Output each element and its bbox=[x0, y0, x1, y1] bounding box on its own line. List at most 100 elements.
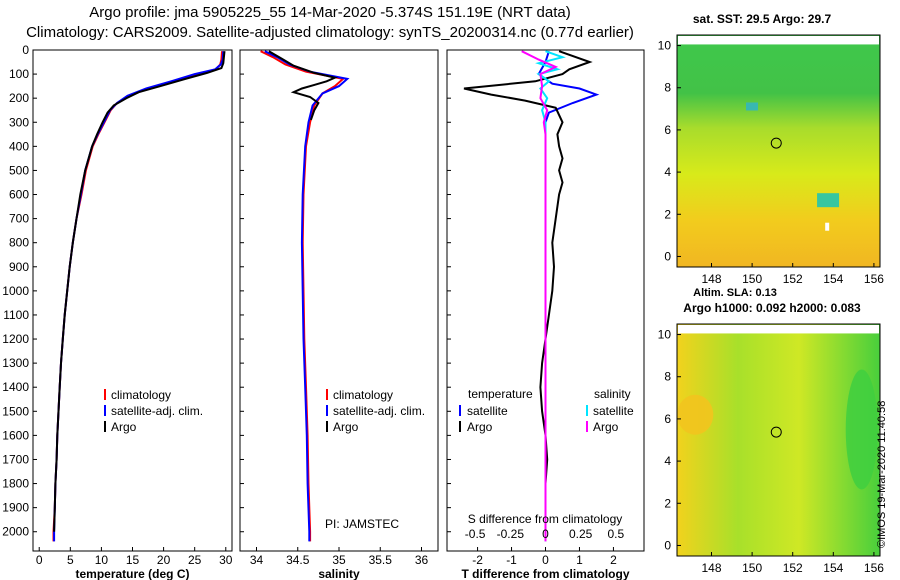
sla-map-xtick-label: 150 bbox=[742, 561, 762, 575]
sst-map-frame bbox=[676, 34, 881, 268]
difference-series-s-argo bbox=[521, 50, 559, 542]
temperature-series-climatology bbox=[52, 51, 223, 542]
temperature-xtick-label: 30 bbox=[219, 553, 233, 567]
sst-map-nodata-band bbox=[678, 36, 879, 45]
diff-legend-t-label: satellite bbox=[467, 404, 508, 418]
sst-map-ytick-label: 10 bbox=[658, 39, 672, 53]
sst-map-cool-patch bbox=[817, 193, 840, 208]
sst-map-ytick-label: 4 bbox=[664, 165, 671, 179]
diff-xtick2-label: 0 bbox=[542, 527, 549, 541]
salinity-xtick-label: 36 bbox=[415, 553, 429, 567]
diff-xlabel2: S difference from climatology bbox=[468, 512, 623, 526]
depth-tick-label: 500 bbox=[9, 163, 29, 177]
temperature-legend-label: Argo bbox=[111, 420, 137, 434]
sla-map-ytick-label: 8 bbox=[664, 370, 671, 384]
sla-map-ytick-label: 6 bbox=[664, 412, 671, 426]
diff-xtick2-label: 0.25 bbox=[569, 527, 593, 541]
diff-xtick2-label: 0.5 bbox=[608, 527, 625, 541]
sst-map-xtick-label: 152 bbox=[783, 272, 803, 286]
depth-tick-label: 2000 bbox=[2, 525, 29, 539]
sla-map-ytick-label: 2 bbox=[664, 496, 671, 510]
difference-xtick-label: 2 bbox=[610, 553, 617, 567]
temperature-xtick-label: 15 bbox=[126, 553, 140, 567]
sst-map-land bbox=[825, 222, 830, 231]
temperature-xlabel: temperature (deg C) bbox=[75, 567, 189, 580]
diff-xtick2-label: -0.25 bbox=[497, 527, 525, 541]
depth-tick-label: 200 bbox=[9, 91, 29, 105]
salinity-xtick-label: 34 bbox=[250, 553, 264, 567]
sst-map-xtick-label: 148 bbox=[701, 272, 721, 286]
depth-tick-label: 100 bbox=[9, 67, 29, 81]
sst-map-cool-patch bbox=[746, 102, 759, 111]
climatology-title: Climatology: CARS2009. Satellite-adjuste… bbox=[26, 24, 634, 41]
diff-xtick2-label: -0.5 bbox=[465, 527, 486, 541]
depth-tick-label: 1800 bbox=[2, 477, 29, 491]
depth-tick-label: 1100 bbox=[3, 308, 29, 322]
depth-tick-label: 1600 bbox=[2, 428, 29, 442]
sla-map-subtitle: Argo h1000: 0.092 h2000: 0.083 bbox=[683, 301, 861, 315]
temperature-xtick-label: 10 bbox=[95, 553, 109, 567]
depth-tick-label: 1500 bbox=[2, 404, 29, 418]
temperature-xtick-label: 0 bbox=[36, 553, 43, 567]
sla-map-frame bbox=[676, 323, 881, 557]
depth-tick-label: 1700 bbox=[2, 452, 29, 466]
sla-map-xtick-label: 148 bbox=[701, 561, 721, 575]
sst-map-title: sat. SST: 29.5 Argo: 29.7 bbox=[693, 12, 832, 26]
sst-map-ytick-label: 2 bbox=[664, 207, 671, 221]
salinity-xlabel: salinity bbox=[318, 567, 360, 580]
sst-map-ytick-label: 8 bbox=[664, 81, 671, 95]
temperature-series-satellite bbox=[53, 51, 225, 542]
sst-map-xtick-label: 156 bbox=[864, 272, 884, 286]
sst-map-ytick-label: 6 bbox=[664, 123, 671, 137]
depth-tick-label: 300 bbox=[9, 115, 29, 129]
salinity-legend-label: Argo bbox=[333, 420, 359, 434]
diff-legend-temperature-title: temperature bbox=[468, 387, 533, 401]
difference-xlabel: T difference from climatology bbox=[461, 567, 629, 580]
sla-map-ytick-label: 10 bbox=[658, 328, 672, 342]
imos-timestamp: ©IMOS 19-Mar-2020 11:40:58 bbox=[876, 400, 888, 548]
temperature-series-argo bbox=[53, 51, 226, 532]
difference-xtick-label: 0 bbox=[542, 553, 549, 567]
temperature-legend-label: satellite-adj. clim. bbox=[111, 404, 203, 418]
sla-map-ytick-label: 0 bbox=[664, 538, 671, 552]
pi-annotation: PI: JAMSTEC bbox=[325, 517, 399, 531]
temperature-xtick-label: 5 bbox=[67, 553, 74, 567]
sla-map-title: Altim. SLA: 0.13 bbox=[693, 287, 777, 299]
sla-map-ytick-label: 4 bbox=[664, 454, 671, 468]
diff-legend-s-label: Argo bbox=[593, 420, 619, 434]
sla-map-nodata-band bbox=[678, 325, 879, 334]
depth-tick-label: 1900 bbox=[2, 501, 29, 515]
temperature-xtick-label: 25 bbox=[188, 553, 202, 567]
depth-tick-label: 0 bbox=[22, 43, 29, 57]
salinity-series-argo bbox=[268, 50, 339, 121]
diff-legend-salinity-title: salinity bbox=[594, 387, 631, 401]
salinity-series-satellite bbox=[264, 50, 350, 542]
difference-xtick-label: -2 bbox=[472, 553, 483, 567]
sla-map-high-patch bbox=[677, 394, 714, 435]
sst-map-xtick-label: 154 bbox=[823, 272, 843, 286]
salinity-legend-label: satellite-adj. clim. bbox=[333, 404, 425, 418]
temperature-xtick-label: 20 bbox=[157, 553, 171, 567]
depth-tick-label: 1200 bbox=[2, 332, 29, 346]
depth-tick-label: 900 bbox=[9, 260, 29, 274]
sla-map-xtick-label: 156 bbox=[864, 561, 884, 575]
depth-tick-label: 1400 bbox=[2, 380, 29, 394]
salinity-xtick-label: 35 bbox=[332, 553, 346, 567]
depth-tick-label: 1000 bbox=[2, 284, 29, 298]
temperature-legend-label: climatology bbox=[111, 388, 171, 402]
sst-map-argo-marker bbox=[770, 137, 782, 149]
salinity-xtick-label: 34.5 bbox=[286, 553, 310, 567]
sst-map-ytick-label: 0 bbox=[664, 249, 671, 263]
temperature-frame bbox=[32, 49, 233, 552]
sst-map-xtick-label: 150 bbox=[742, 272, 762, 286]
depth-tick-label: 600 bbox=[9, 188, 29, 202]
depth-tick-label: 400 bbox=[9, 139, 29, 153]
salinity-frame bbox=[239, 49, 439, 552]
depth-tick-label: 800 bbox=[9, 236, 29, 250]
difference-series-t-argo bbox=[463, 50, 593, 532]
sla-map-low-patch bbox=[845, 369, 878, 490]
sla-map-argo-marker bbox=[770, 426, 782, 438]
salinity-xtick-label: 35.5 bbox=[369, 553, 393, 567]
sst-map-field bbox=[677, 35, 880, 267]
